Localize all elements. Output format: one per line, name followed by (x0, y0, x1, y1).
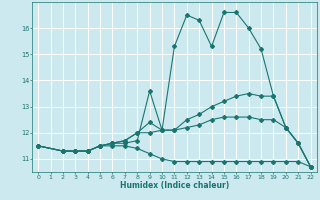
X-axis label: Humidex (Indice chaleur): Humidex (Indice chaleur) (120, 181, 229, 190)
